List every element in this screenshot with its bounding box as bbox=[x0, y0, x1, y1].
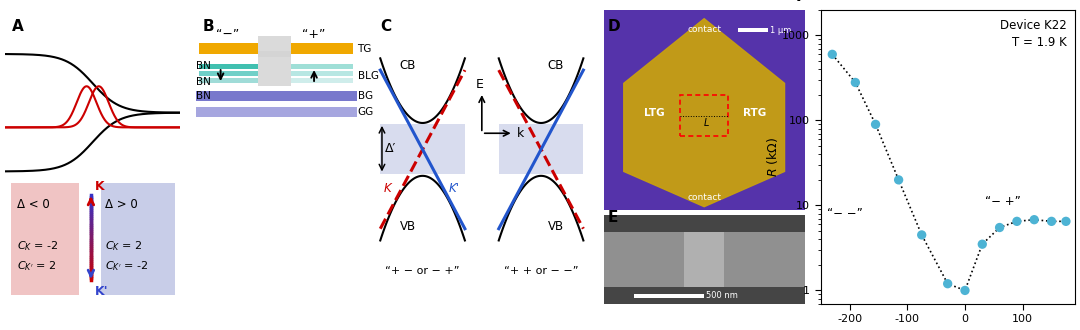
Point bbox=[956, 288, 973, 293]
Point bbox=[991, 225, 1009, 230]
Bar bbox=[292, 43, 353, 54]
Text: 1 μm: 1 μm bbox=[770, 26, 792, 35]
Bar bbox=[11, 183, 79, 295]
Point bbox=[1026, 217, 1043, 222]
Bar bbox=[604, 232, 805, 287]
Polygon shape bbox=[624, 19, 784, 207]
Text: VB: VB bbox=[548, 220, 564, 233]
Bar bbox=[684, 232, 725, 287]
Point bbox=[847, 80, 864, 85]
Text: K': K' bbox=[449, 182, 460, 195]
Text: B: B bbox=[203, 19, 214, 34]
Text: K': K' bbox=[94, 284, 108, 298]
Bar bbox=[680, 95, 728, 136]
Text: Δ < 0: Δ < 0 bbox=[17, 198, 50, 211]
Text: “− −”: “− −” bbox=[826, 207, 862, 220]
Bar bbox=[499, 124, 583, 174]
Text: $C_K$ = -2: $C_K$ = -2 bbox=[17, 239, 58, 253]
Bar bbox=[195, 107, 356, 117]
Text: CB: CB bbox=[548, 59, 564, 72]
Text: Device K22
T = 1.9 K: Device K22 T = 1.9 K bbox=[1000, 19, 1067, 49]
Text: A: A bbox=[12, 19, 24, 34]
Text: E: E bbox=[608, 210, 618, 225]
Point bbox=[867, 122, 885, 127]
Text: k: k bbox=[516, 127, 524, 140]
Text: BN: BN bbox=[195, 61, 211, 71]
Text: VB: VB bbox=[400, 220, 416, 233]
Bar bbox=[380, 124, 464, 174]
Text: K: K bbox=[383, 182, 391, 195]
Bar bbox=[195, 91, 356, 101]
Bar bbox=[634, 294, 704, 298]
Text: “+”: “+” bbox=[302, 28, 326, 41]
Text: L: L bbox=[703, 118, 708, 128]
Text: K: K bbox=[94, 181, 104, 193]
Bar bbox=[200, 78, 258, 83]
Bar bbox=[292, 64, 353, 69]
Text: Δ′: Δ′ bbox=[384, 142, 396, 155]
Bar bbox=[604, 215, 805, 232]
Bar bbox=[739, 28, 769, 32]
Point bbox=[1043, 219, 1061, 224]
Text: “− +”: “− +” bbox=[985, 195, 1021, 209]
Text: contact: contact bbox=[687, 193, 721, 202]
Text: C: C bbox=[380, 19, 391, 34]
Text: “+ + or − −”: “+ + or − −” bbox=[503, 266, 578, 276]
Point bbox=[974, 242, 991, 247]
Point bbox=[1057, 219, 1075, 224]
Point bbox=[1009, 219, 1026, 224]
Point bbox=[913, 232, 930, 238]
Text: TG: TG bbox=[357, 44, 372, 54]
Text: “+ − or − +”: “+ − or − +” bbox=[386, 266, 460, 276]
Bar bbox=[604, 215, 805, 304]
Text: BN: BN bbox=[195, 91, 211, 101]
Bar bbox=[200, 64, 258, 69]
Text: Δ > 0: Δ > 0 bbox=[105, 198, 137, 211]
Text: E: E bbox=[476, 78, 484, 91]
Bar bbox=[604, 287, 805, 304]
Text: RTG: RTG bbox=[743, 108, 766, 118]
Point bbox=[939, 281, 956, 286]
Bar bbox=[258, 51, 292, 86]
Bar bbox=[258, 36, 292, 57]
Text: contact: contact bbox=[687, 25, 721, 34]
Text: LTG: LTG bbox=[644, 108, 664, 118]
Bar bbox=[102, 183, 175, 295]
Text: BLG: BLG bbox=[357, 71, 378, 81]
Bar bbox=[292, 71, 353, 76]
Bar bbox=[604, 10, 805, 210]
Bar bbox=[292, 78, 353, 83]
Text: D: D bbox=[608, 19, 620, 34]
Text: “−”: “−” bbox=[216, 28, 239, 41]
Y-axis label: $R$ (kΩ): $R$ (kΩ) bbox=[765, 137, 780, 177]
Text: $C_{K'}$ = -2: $C_{K'}$ = -2 bbox=[105, 260, 149, 273]
Text: $C_{K'}$ = 2: $C_{K'}$ = 2 bbox=[17, 260, 56, 273]
Text: GG: GG bbox=[357, 107, 374, 117]
Text: $C_K$ = 2: $C_K$ = 2 bbox=[105, 239, 143, 253]
Bar bbox=[200, 71, 258, 76]
Text: F: F bbox=[795, 0, 806, 4]
Text: CB: CB bbox=[400, 59, 416, 72]
Text: BN: BN bbox=[195, 77, 211, 87]
Bar bbox=[200, 43, 258, 54]
Point bbox=[890, 177, 907, 182]
Text: 500 nm: 500 nm bbox=[706, 291, 738, 300]
Text: BG: BG bbox=[357, 91, 373, 101]
Point bbox=[824, 52, 841, 57]
